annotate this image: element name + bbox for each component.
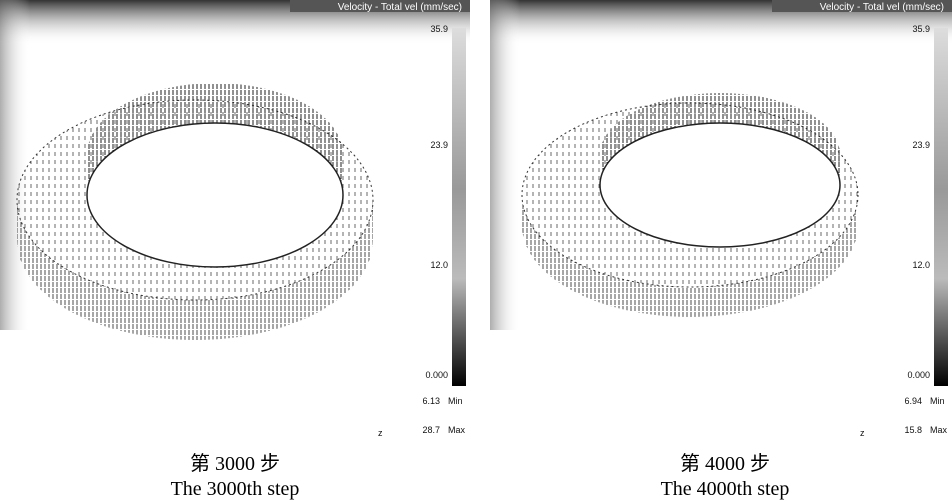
figure: Velocity - Total vel (mm/sec) 35.9 23.9 12.… (0, 0, 952, 502)
render-left-shade (490, 0, 520, 330)
axis-label: z (378, 428, 383, 438)
caption-cn: 第 3000 步 (190, 452, 280, 475)
max-value: 28.7 (422, 425, 440, 435)
caption-en: The 4000th step (661, 478, 790, 500)
header: Velocity - Total vel (mm/sec) (338, 2, 462, 13)
scale-label: 12.0 (430, 260, 448, 270)
scale-label: 35.9 (430, 24, 448, 34)
ring-hole (600, 123, 840, 247)
caption-cn: 第 4000 步 (680, 452, 770, 475)
max-label: Max (930, 425, 948, 435)
max-value: 15.8 (904, 425, 922, 435)
scale-label: 23.9 (430, 140, 448, 150)
min-value: 6.13 (422, 396, 440, 406)
scale-label: 23.9 (912, 140, 930, 150)
panel: Velocity - Total vel (mm/sec) 35.9 23.9 12.… (0, 0, 470, 500)
scale-label: 12.0 (912, 260, 930, 270)
scale-label: 0.000 (425, 370, 448, 380)
max-label: Max (448, 425, 466, 435)
scale-label: 35.9 (912, 24, 930, 34)
min-label: Min (448, 396, 463, 406)
ring-hole (87, 123, 343, 267)
color-bar (934, 28, 948, 386)
axis-label: z (860, 428, 865, 438)
caption-en: The 3000th step (171, 478, 300, 500)
scale-label: 0.000 (907, 370, 930, 380)
render-left-shade (0, 0, 30, 330)
min-value: 6.94 (904, 396, 922, 406)
panel: Velocity - Total vel (mm/sec) 35.9 23.9 12.… (490, 0, 952, 500)
header: Velocity - Total vel (mm/sec) (820, 2, 944, 13)
min-label: Min (930, 396, 945, 406)
color-bar (452, 28, 466, 386)
